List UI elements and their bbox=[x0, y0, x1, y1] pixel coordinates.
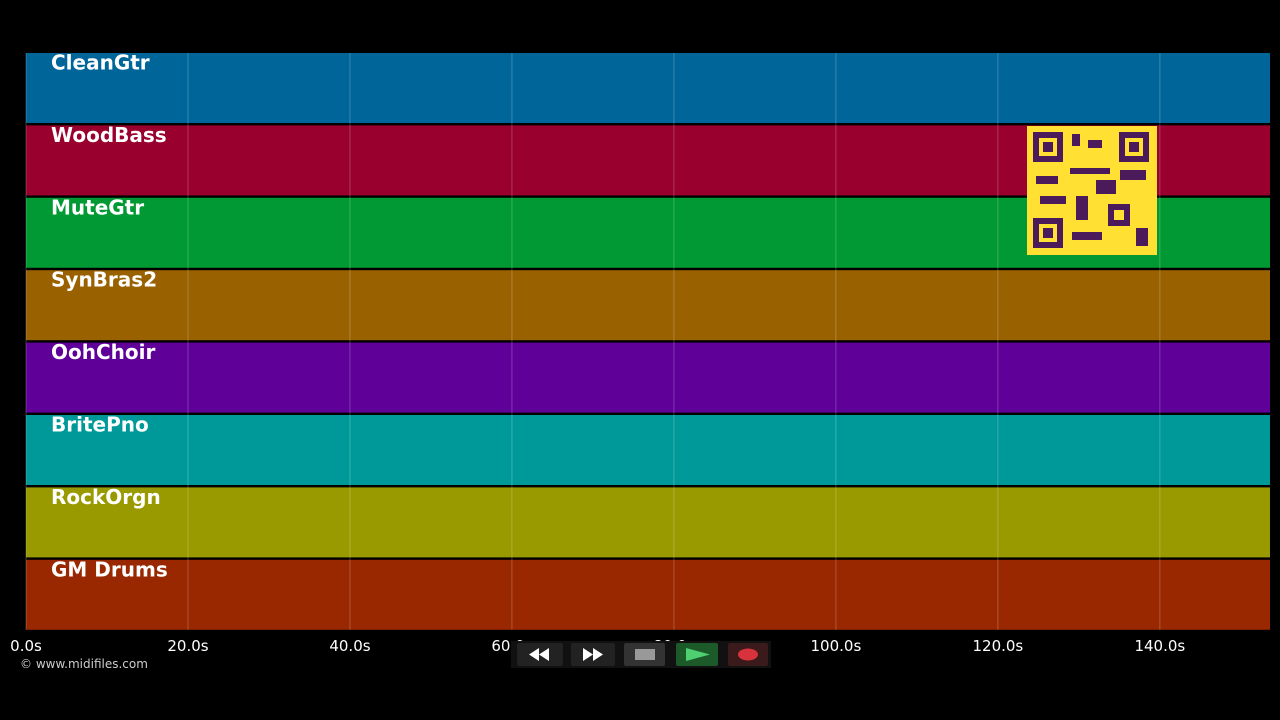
track-name: GM Drums bbox=[51, 557, 168, 581]
x-tick-label: 20.0s bbox=[167, 637, 208, 655]
track-name: CleanGtr bbox=[51, 51, 150, 75]
record-button[interactable] bbox=[728, 643, 768, 666]
stop-button[interactable] bbox=[624, 643, 665, 666]
track-lane bbox=[26, 559, 1270, 630]
fast-forward-button[interactable] bbox=[571, 643, 615, 666]
x-tick-label: 40.0s bbox=[329, 637, 370, 655]
track-name: SynBras2 bbox=[51, 268, 157, 292]
transport-controls bbox=[511, 641, 771, 668]
track-name: MuteGtr bbox=[51, 195, 144, 219]
track-name: OohChoir bbox=[51, 340, 155, 364]
x-tick-label: 0.0s bbox=[10, 637, 42, 655]
track-name: WoodBass bbox=[51, 123, 167, 147]
track-lane bbox=[26, 125, 1270, 196]
track-lane bbox=[26, 415, 1270, 485]
rewind-button[interactable] bbox=[517, 643, 563, 666]
x-tick-label: 120.0s bbox=[972, 637, 1023, 655]
track-name: BritePno bbox=[51, 413, 149, 437]
x-tick-label: 100.0s bbox=[811, 637, 862, 655]
track-lane bbox=[26, 342, 1270, 413]
credit: © www.midifiles.com bbox=[20, 657, 148, 671]
track-name: RockOrgn bbox=[51, 485, 161, 509]
track-lane bbox=[26, 270, 1270, 341]
track-lane bbox=[26, 197, 1270, 268]
track-lane bbox=[26, 487, 1270, 558]
track-lane bbox=[26, 53, 1270, 123]
x-tick-label: 140.0s bbox=[1134, 637, 1185, 655]
play-button[interactable] bbox=[676, 643, 718, 666]
